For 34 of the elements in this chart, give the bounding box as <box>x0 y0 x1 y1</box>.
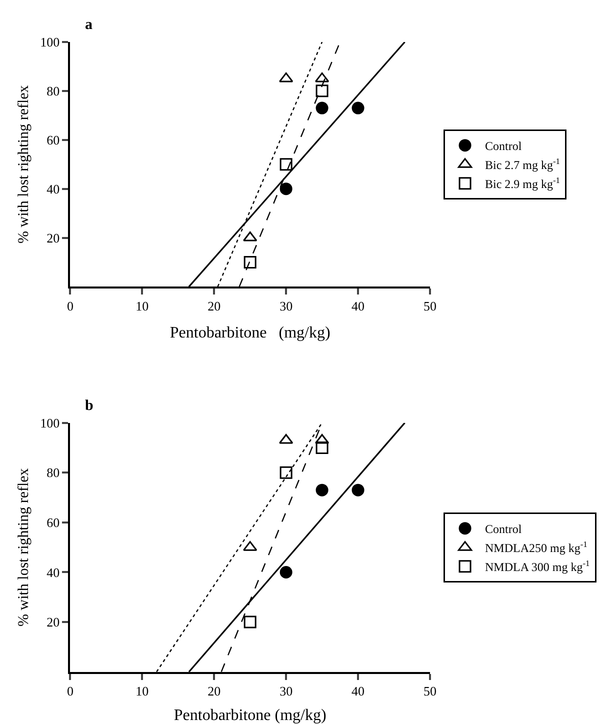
y-tick-label: 20 <box>46 230 60 246</box>
legend-label: NMDLA250 mg kg$^{-1}$ <box>485 540 588 556</box>
y-tick-label: 40 <box>46 181 60 196</box>
legend-label: Control <box>485 522 522 536</box>
y-tick-label: 80 <box>46 465 60 480</box>
x-axis-title: Pentobarbitone (mg/kg) <box>174 707 326 724</box>
x-tick-label: 50 <box>423 683 436 698</box>
x-tick-label: 30 <box>280 298 293 314</box>
x-tick-label: 40 <box>352 683 365 698</box>
legend-label: NMDLA 300 mg kg$^{-1}$ <box>485 558 590 574</box>
x-tick-label: 50 <box>423 298 436 314</box>
x-tick-label: 40 <box>352 298 365 314</box>
y-tick-label: 60 <box>46 132 60 148</box>
y-tick-label: 60 <box>46 514 60 530</box>
x-tick-label: 0 <box>66 298 74 314</box>
chart-title: b <box>85 398 94 414</box>
x-tick-label: 20 <box>208 683 221 698</box>
x-tick-label: 10 <box>136 683 149 698</box>
x-tick-label: 30 <box>280 683 293 698</box>
y-axis-title: % with lost righting reflex <box>16 84 32 244</box>
y-tick-label: 40 <box>46 564 60 580</box>
y-tick-label: 80 <box>46 83 60 98</box>
y-tick-label: 100 <box>40 34 60 50</box>
y-tick-label: 100 <box>40 415 60 430</box>
y-axis-title: % with lost righting reflex <box>16 468 32 626</box>
legend-label: Control <box>485 139 522 154</box>
x-axis-title: Pentobarbitone (mg/kg) <box>170 324 330 342</box>
legend-label: Bic 2.9 mg kg$^{-1}$ <box>485 176 560 192</box>
x-tick-label: 10 <box>136 298 149 314</box>
legend-label: Bic 2.7 mg kg$^{-1}$ <box>485 156 560 172</box>
y-tick-label: 20 <box>46 614 60 630</box>
x-tick-label: 0 <box>66 683 74 698</box>
chart-title: a <box>85 17 93 33</box>
x-tick-label: 20 <box>208 298 221 314</box>
